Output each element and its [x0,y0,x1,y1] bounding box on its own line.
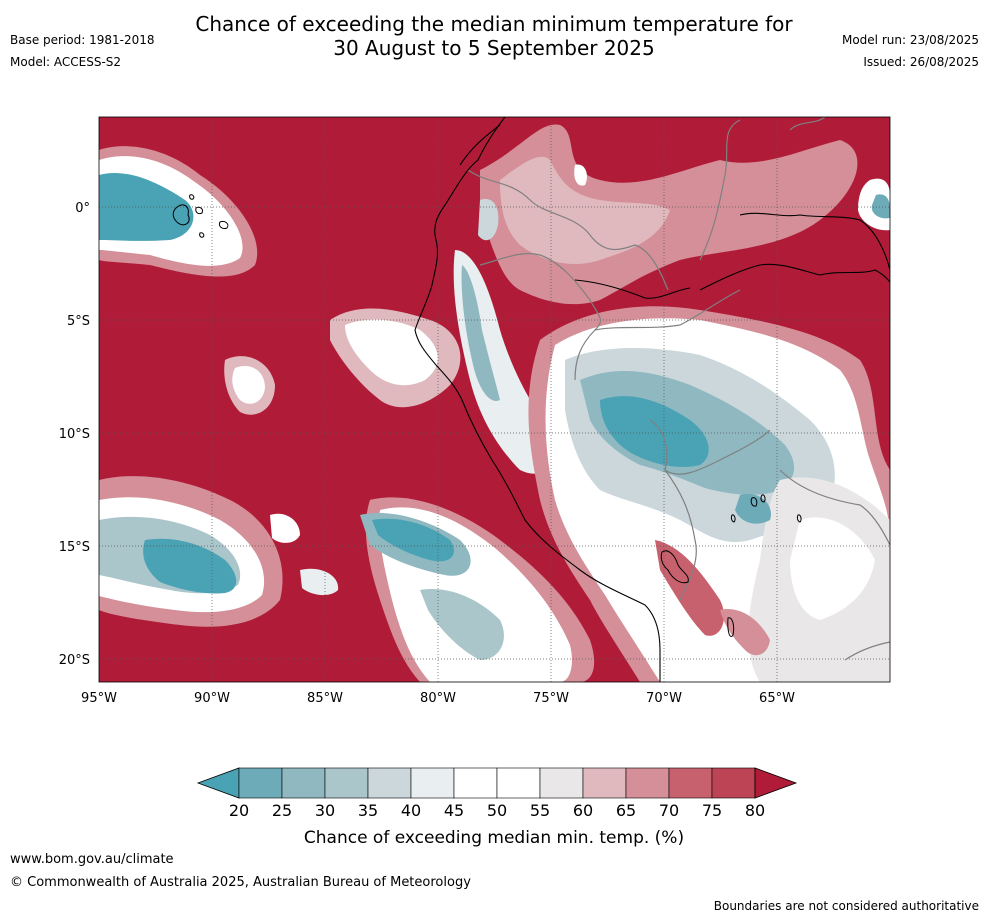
colorbar-tick-label: 55 [530,801,550,820]
lon-label: 80°W [420,691,456,706]
colorbar-tick-label: 45 [444,801,464,820]
meta-left: Base period: 1981-2018 Model: ACCESS-S2 [10,29,155,73]
copyright-text: © Commonwealth of Australia 2025, Austra… [10,875,471,890]
meta-right: Model run: 23/08/2025 Issued: 26/08/2025 [842,29,979,73]
colorbar-bin [625,767,670,799]
colorbar-bin [711,767,756,799]
colorbar-bin [367,767,412,799]
colorbar-bin [496,767,541,799]
lakes [660,494,802,637]
boundary-disclaimer: Boundaries are not considered authoritat… [713,899,979,913]
issued-date: Issued: 26/08/2025 [863,55,979,69]
map-frame [98,116,891,683]
lat-label: 20°S [59,653,90,668]
colorbar [196,767,798,799]
colorbar-tick-label: 80 [745,801,765,820]
colorbar-tick-label: 20 [229,801,249,820]
colorbar-tick-label: 30 [315,801,335,820]
base-period: Base period: 1981-2018 [10,33,155,47]
graticule [99,117,890,682]
probability-map [99,117,890,682]
lat-label: 15°S [59,540,90,555]
lon-label: 90°W [194,691,230,706]
colorbar-extend-high [754,767,798,799]
colorbar-tick-labels: 20 25 30 35 40 45 50 55 60 65 70 75 80 [229,801,765,820]
colorbar-title: Chance of exceeding median min. temp. (%… [304,828,684,848]
colorbar-tick-label: 65 [616,801,636,820]
colorbar-tick-label: 25 [272,801,292,820]
model-run: Model run: 23/08/2025 [841,33,979,47]
lon-label: 95°W [81,691,117,706]
chart-title: Chance of exceeding the median minimum t… [0,12,988,60]
country-borders [467,117,890,661]
colorbar-tick-label: 35 [358,801,378,820]
galapagos-islands [172,194,229,238]
colorbar-bin [539,767,584,799]
colorbar-bin [238,767,283,799]
colorbar-bin [582,767,627,799]
colorbar-bin [281,767,326,799]
model-name: Model: ACCESS-S2 [10,55,122,69]
title-line-1: Chance of exceeding the median minimum t… [195,12,793,36]
colorbar-bin [668,767,713,799]
lon-label: 70°W [646,691,682,706]
colorbar-bin [410,767,455,799]
lon-label: 65°W [759,691,795,706]
colorbar-tick-label: 75 [702,801,722,820]
lat-label: 5°S [67,314,90,329]
colorbar-tick-label: 40 [401,801,421,820]
title-line-2: 30 August to 5 September 2025 [333,36,655,60]
colorbar-tick-label: 70 [659,801,679,820]
longitude-labels: 95°W 90°W 85°W 80°W 75°W 70°W 65°W [81,691,795,706]
lon-label: 75°W [533,691,569,706]
lat-label: 0° [75,201,90,216]
colorbar-tick-label: 50 [487,801,507,820]
lon-label: 85°W [307,691,343,706]
coastline [414,117,890,682]
footer-url[interactable]: www.bom.gov.au/climate [10,852,174,867]
colorbar-bin [324,767,369,799]
colorbar-bin [453,767,498,799]
colorbar-extend-low [196,767,240,799]
lat-label: 10°S [59,427,90,442]
latitude-labels: 0° 5°S 10°S 15°S 20°S [59,201,90,668]
colorbar-tick-label: 60 [573,801,593,820]
